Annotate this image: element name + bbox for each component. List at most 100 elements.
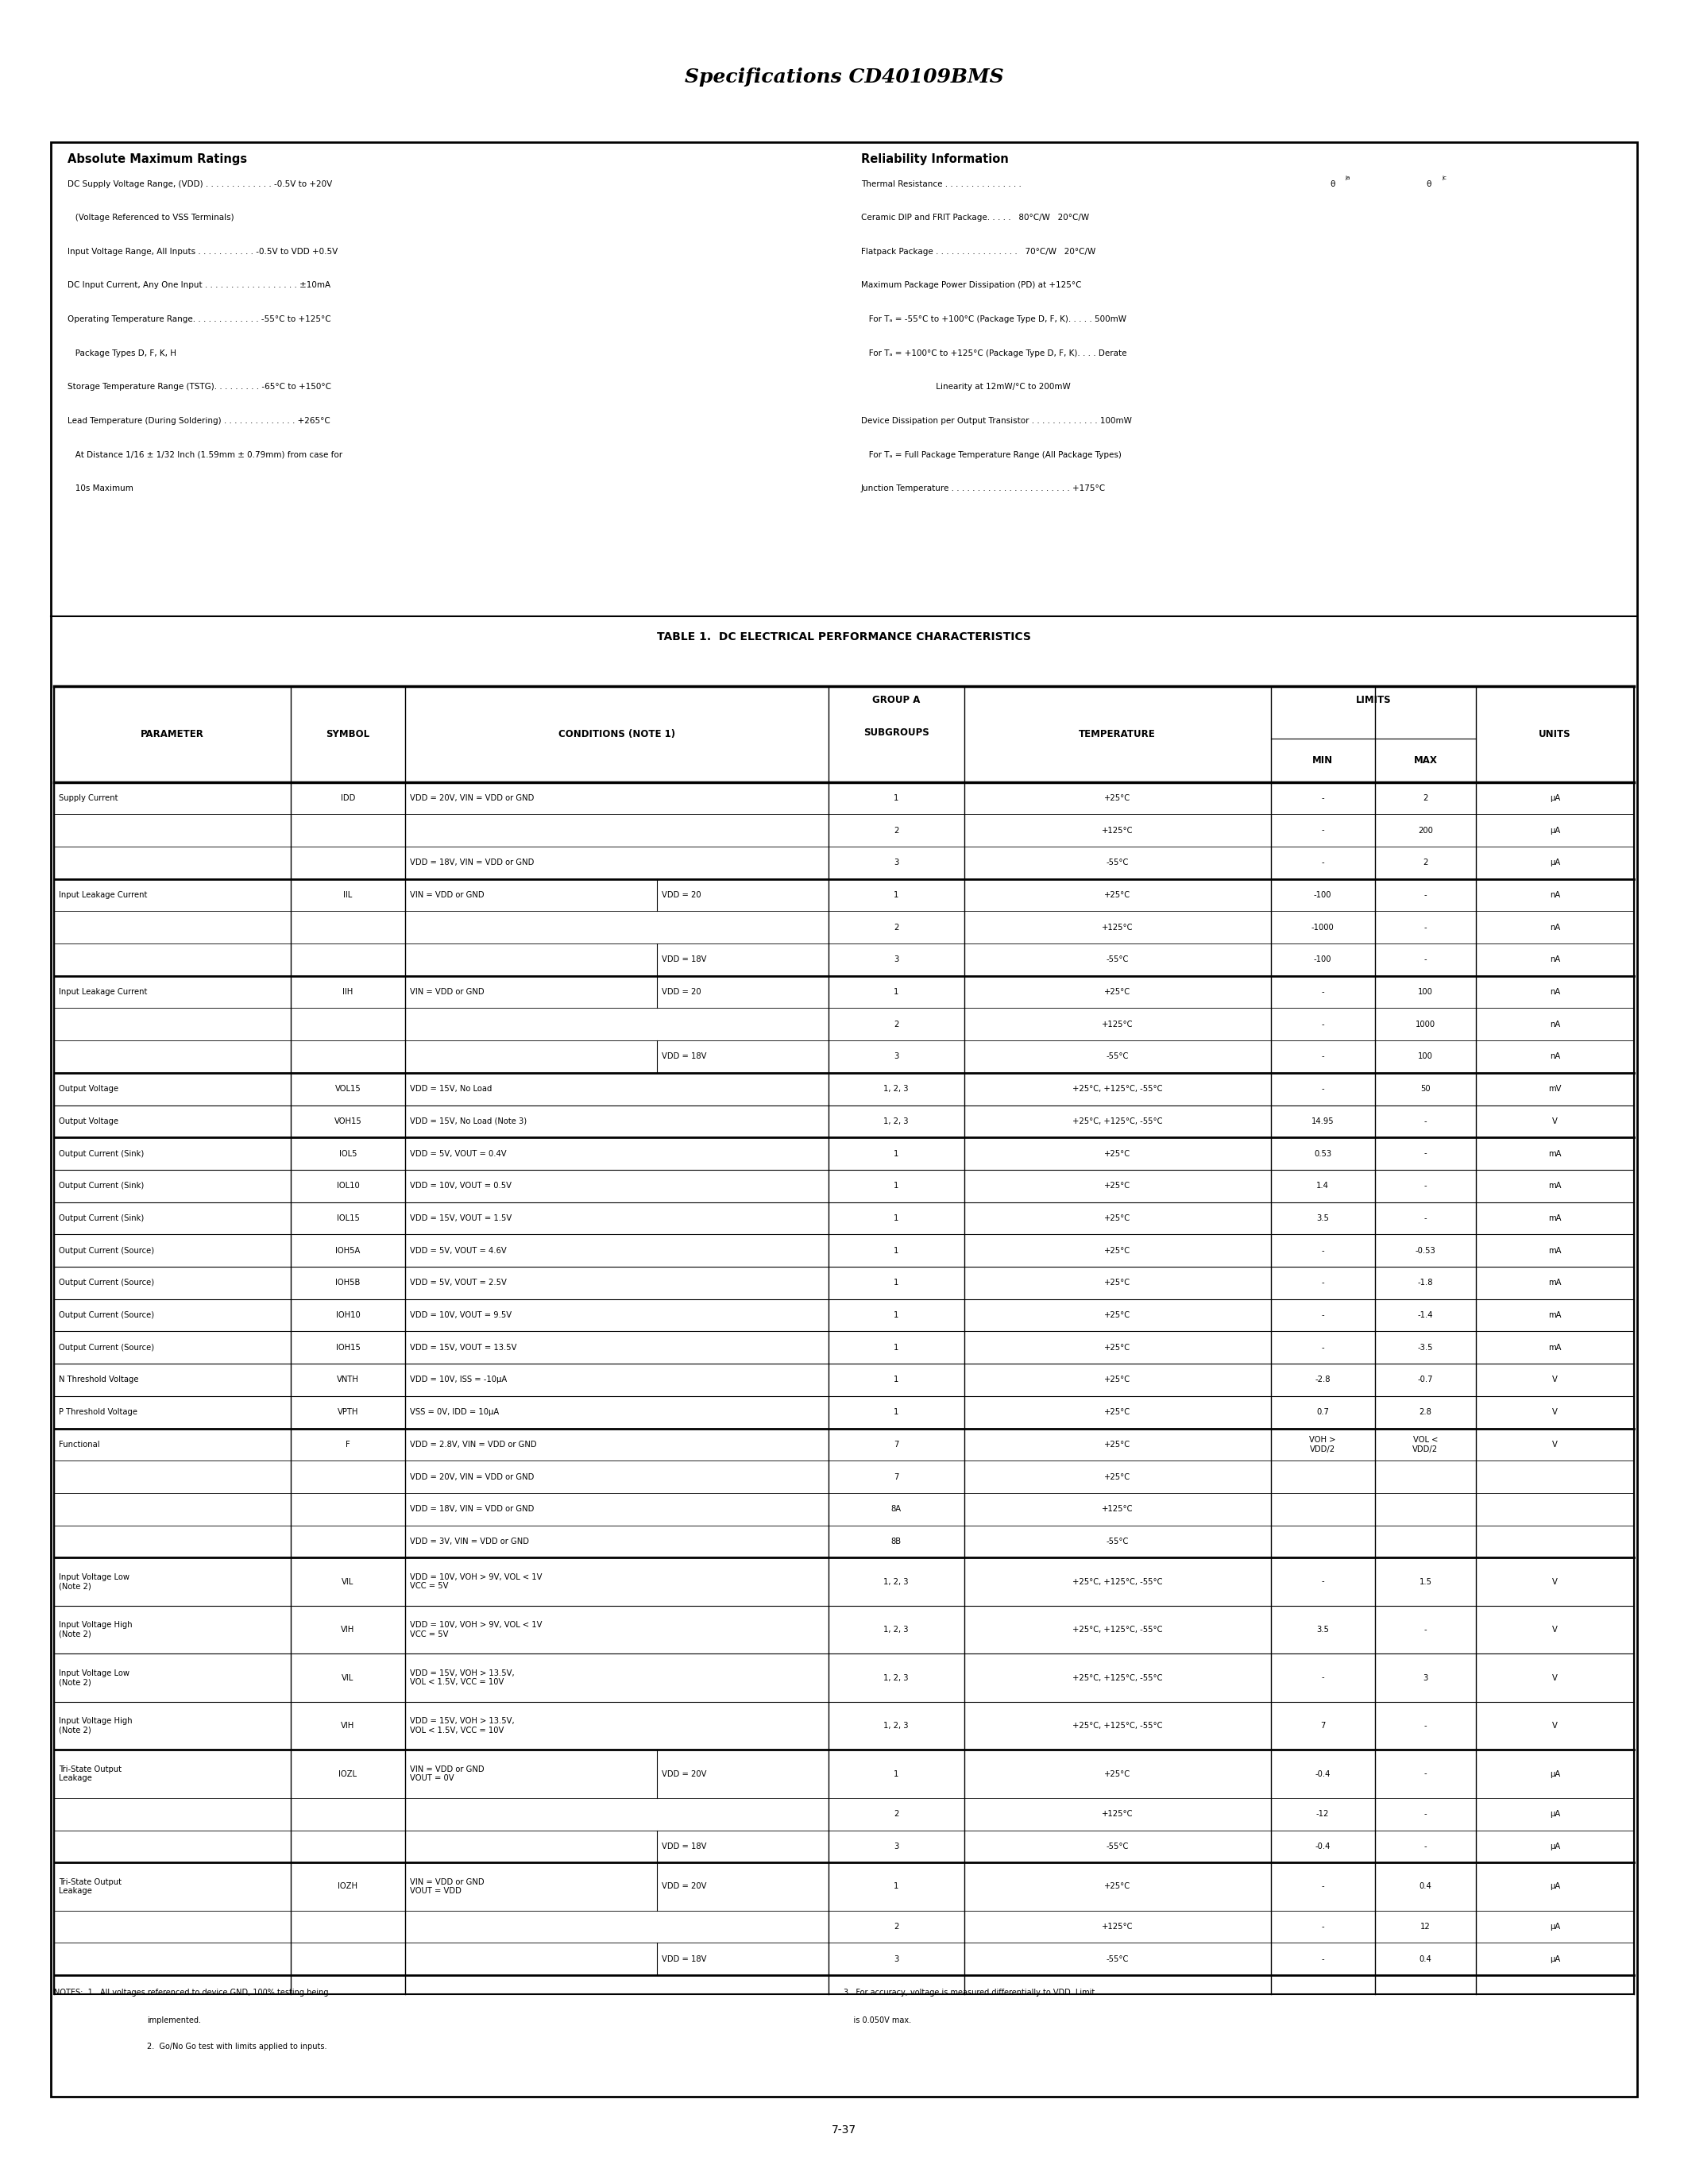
Text: VDD = 5V, VOUT = 2.5V: VDD = 5V, VOUT = 2.5V bbox=[410, 1280, 506, 1286]
Text: +125°C: +125°C bbox=[1102, 826, 1133, 834]
Text: μA: μA bbox=[1550, 1955, 1560, 1963]
Text: 1: 1 bbox=[893, 1409, 898, 1415]
Text: For Tₐ = +100°C to +125°C (Package Type D, F, K). . . . Derate: For Tₐ = +100°C to +125°C (Package Type … bbox=[861, 349, 1126, 358]
Text: +25°C, +125°C, -55°C: +25°C, +125°C, -55°C bbox=[1072, 1085, 1163, 1092]
Text: 3.  For accuracy, voltage is measured differentially to VDD. Limit: 3. For accuracy, voltage is measured dif… bbox=[844, 1987, 1096, 1996]
Text: -0.4: -0.4 bbox=[1315, 1769, 1330, 1778]
Text: 1, 2, 3: 1, 2, 3 bbox=[883, 1673, 908, 1682]
Text: Reliability Information: Reliability Information bbox=[861, 153, 1008, 164]
Text: VNTH: VNTH bbox=[338, 1376, 360, 1385]
Text: 10s Maximum: 10s Maximum bbox=[68, 485, 133, 494]
Text: VIN = VDD or GND
VOUT = 0V: VIN = VDD or GND VOUT = 0V bbox=[410, 1765, 484, 1782]
Text: -55°C: -55°C bbox=[1106, 1955, 1129, 1963]
Text: ja: ja bbox=[1345, 175, 1350, 181]
Text: 1, 2, 3: 1, 2, 3 bbox=[883, 1721, 908, 1730]
Text: +125°C: +125°C bbox=[1102, 924, 1133, 930]
Text: IOH15: IOH15 bbox=[336, 1343, 360, 1352]
Text: nA: nA bbox=[1550, 987, 1560, 996]
Text: -: - bbox=[1425, 1625, 1426, 1634]
Text: 1000: 1000 bbox=[1416, 1020, 1435, 1029]
Text: VDD = 15V, VOH > 13.5V,
VOL < 1.5V, VCC = 10V: VDD = 15V, VOH > 13.5V, VOL < 1.5V, VCC … bbox=[410, 1717, 515, 1734]
Text: -: - bbox=[1322, 1673, 1323, 1682]
Text: -: - bbox=[1425, 1182, 1426, 1190]
Text: Flatpack Package . . . . . . . . . . . . . . . .   70°C/W   20°C/W: Flatpack Package . . . . . . . . . . . .… bbox=[861, 247, 1096, 256]
Text: 1: 1 bbox=[893, 1214, 898, 1223]
Text: -: - bbox=[1425, 1843, 1426, 1850]
Text: V: V bbox=[1553, 1673, 1558, 1682]
Text: Output Current (Source): Output Current (Source) bbox=[59, 1310, 155, 1319]
Text: NOTES:  1.  All voltages referenced to device GND, 100% testing being: NOTES: 1. All voltages referenced to dev… bbox=[54, 1987, 329, 1996]
Text: VIL: VIL bbox=[343, 1577, 354, 1586]
Text: VOH >
VDD/2: VOH > VDD/2 bbox=[1310, 1435, 1335, 1452]
Text: +25°C, +125°C, -55°C: +25°C, +125°C, -55°C bbox=[1072, 1673, 1163, 1682]
Text: -: - bbox=[1322, 1085, 1323, 1092]
Text: -100: -100 bbox=[1313, 957, 1332, 963]
Text: +25°C: +25°C bbox=[1104, 1769, 1131, 1778]
Text: V: V bbox=[1553, 1441, 1558, 1448]
Text: -55°C: -55°C bbox=[1106, 1843, 1129, 1850]
Text: μA: μA bbox=[1550, 1811, 1560, 1817]
Text: +25°C: +25°C bbox=[1104, 1441, 1131, 1448]
Text: +25°C: +25°C bbox=[1104, 1214, 1131, 1223]
Text: 7: 7 bbox=[893, 1472, 898, 1481]
Text: VSS = 0V, IDD = 10μA: VSS = 0V, IDD = 10μA bbox=[410, 1409, 500, 1415]
Text: 3: 3 bbox=[1423, 1673, 1428, 1682]
Text: Input Voltage Range, All Inputs . . . . . . . . . . . -0.5V to VDD +0.5V: Input Voltage Range, All Inputs . . . . … bbox=[68, 247, 338, 256]
Text: -: - bbox=[1425, 1149, 1426, 1158]
Text: Junction Temperature . . . . . . . . . . . . . . . . . . . . . . . +175°C: Junction Temperature . . . . . . . . . .… bbox=[861, 485, 1106, 494]
Text: 1: 1 bbox=[893, 1769, 898, 1778]
Text: 1: 1 bbox=[893, 1149, 898, 1158]
Text: -55°C: -55°C bbox=[1106, 1538, 1129, 1546]
Text: +25°C: +25°C bbox=[1104, 1883, 1131, 1891]
Text: (Voltage Referenced to VSS Terminals): (Voltage Referenced to VSS Terminals) bbox=[68, 214, 235, 223]
Text: 1: 1 bbox=[893, 891, 898, 900]
Text: VDD = 20V, VIN = VDD or GND: VDD = 20V, VIN = VDD or GND bbox=[410, 1472, 533, 1481]
Text: μA: μA bbox=[1550, 826, 1560, 834]
Text: 3: 3 bbox=[893, 1053, 898, 1061]
Text: IOH5A: IOH5A bbox=[336, 1247, 360, 1254]
Text: IIL: IIL bbox=[343, 891, 353, 900]
Text: -0.4: -0.4 bbox=[1315, 1843, 1330, 1850]
Text: 1: 1 bbox=[893, 1182, 898, 1190]
Text: IOL5: IOL5 bbox=[339, 1149, 356, 1158]
Text: Operating Temperature Range. . . . . . . . . . . . . -55°C to +125°C: Operating Temperature Range. . . . . . .… bbox=[68, 314, 331, 323]
Text: Output Current (Source): Output Current (Source) bbox=[59, 1343, 155, 1352]
Text: -: - bbox=[1322, 826, 1323, 834]
Text: VDD = 10V, VOH > 9V, VOL < 1V
VCC = 5V: VDD = 10V, VOH > 9V, VOL < 1V VCC = 5V bbox=[410, 1621, 542, 1638]
Text: mV: mV bbox=[1548, 1085, 1561, 1092]
Text: +125°C: +125°C bbox=[1102, 1020, 1133, 1029]
Text: Tri-State Output
Leakage: Tri-State Output Leakage bbox=[59, 1878, 122, 1896]
Text: N Threshold Voltage: N Threshold Voltage bbox=[59, 1376, 138, 1385]
Text: Output Voltage: Output Voltage bbox=[59, 1118, 118, 1125]
Text: Input Leakage Current: Input Leakage Current bbox=[59, 987, 147, 996]
Text: 7: 7 bbox=[1320, 1721, 1325, 1730]
Text: mA: mA bbox=[1548, 1343, 1561, 1352]
Text: -: - bbox=[1322, 1922, 1323, 1931]
Text: -1000: -1000 bbox=[1312, 924, 1334, 930]
Text: Device Dissipation per Output Transistor . . . . . . . . . . . . . 100mW: Device Dissipation per Output Transistor… bbox=[861, 417, 1131, 426]
Text: IOL15: IOL15 bbox=[336, 1214, 360, 1223]
Text: -: - bbox=[1425, 1118, 1426, 1125]
Text: 200: 200 bbox=[1418, 826, 1433, 834]
Text: 1: 1 bbox=[893, 1883, 898, 1891]
Text: VOH15: VOH15 bbox=[334, 1118, 361, 1125]
Text: Specifications CD40109BMS: Specifications CD40109BMS bbox=[685, 68, 1003, 87]
Text: Input Voltage Low
(Note 2): Input Voltage Low (Note 2) bbox=[59, 1669, 130, 1686]
Text: For Tₐ = Full Package Temperature Range (All Package Types): For Tₐ = Full Package Temperature Range … bbox=[861, 450, 1121, 459]
Text: 1: 1 bbox=[893, 1280, 898, 1286]
Text: 2.8: 2.8 bbox=[1420, 1409, 1431, 1415]
Text: 3.5: 3.5 bbox=[1317, 1625, 1328, 1634]
Text: VOL15: VOL15 bbox=[334, 1085, 361, 1092]
Text: -3.5: -3.5 bbox=[1418, 1343, 1433, 1352]
Text: 100: 100 bbox=[1418, 1053, 1433, 1061]
Text: GROUP A: GROUP A bbox=[873, 695, 920, 705]
Text: +25°C: +25°C bbox=[1104, 987, 1131, 996]
Text: V: V bbox=[1553, 1118, 1558, 1125]
Text: mA: mA bbox=[1548, 1247, 1561, 1254]
Text: VDD = 3V, VIN = VDD or GND: VDD = 3V, VIN = VDD or GND bbox=[410, 1538, 528, 1546]
Text: -: - bbox=[1322, 1577, 1323, 1586]
Text: +125°C: +125°C bbox=[1102, 1811, 1133, 1817]
Text: VOL <
VDD/2: VOL < VDD/2 bbox=[1413, 1435, 1438, 1452]
Text: μA: μA bbox=[1550, 858, 1560, 867]
Text: -1.8: -1.8 bbox=[1418, 1280, 1433, 1286]
